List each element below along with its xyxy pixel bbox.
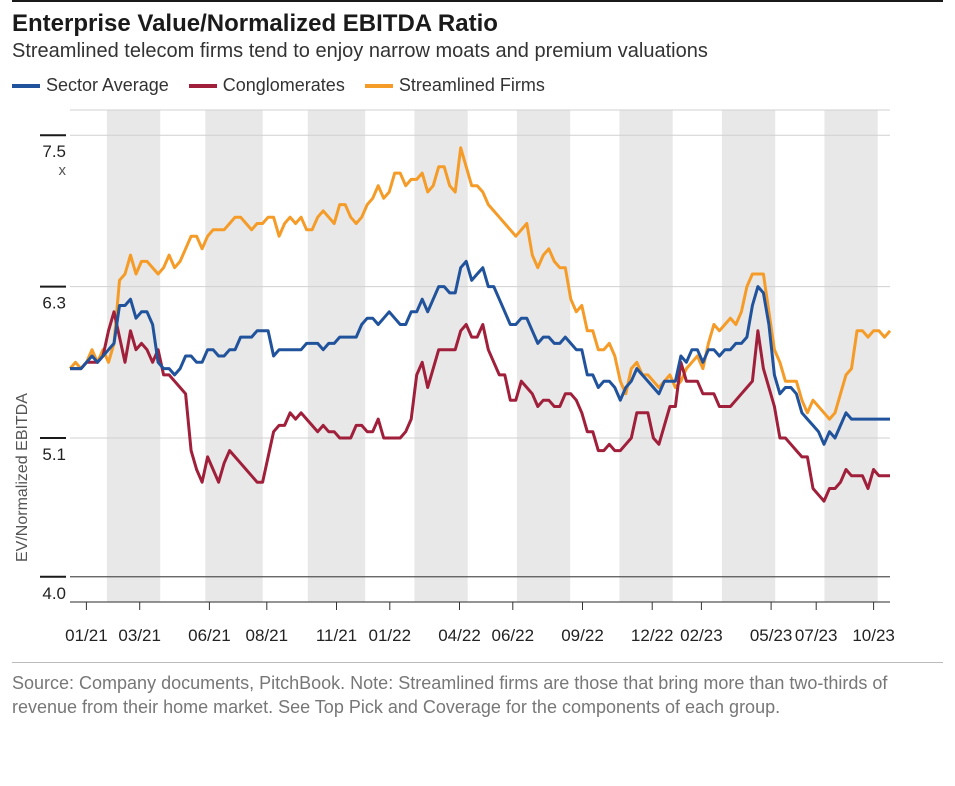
legend-item-sector-average: Sector Average xyxy=(12,75,169,96)
x-tick-label: 01/22 xyxy=(369,626,412,646)
svg-text:6.3: 6.3 xyxy=(42,294,66,313)
legend-label: Streamlined Firms xyxy=(399,75,545,96)
y-axis-label: EV/Normalized EBITDA xyxy=(14,393,32,562)
svg-text:4.0: 4.0 xyxy=(42,584,66,603)
legend-swatch xyxy=(189,84,217,88)
x-tick-label: 07/23 xyxy=(795,626,838,646)
x-tick-label: 12/22 xyxy=(631,626,674,646)
legend-swatch xyxy=(365,84,393,88)
top-rule xyxy=(12,0,943,2)
chart-subtitle: Streamlined telecom firms tend to enjoy … xyxy=(12,40,943,63)
x-tick-label: 08/21 xyxy=(246,626,289,646)
legend-swatch xyxy=(12,84,40,88)
footer-rule xyxy=(12,662,943,663)
x-tick-label: 10/23 xyxy=(852,626,895,646)
legend-item-conglomerates: Conglomerates xyxy=(189,75,345,96)
x-tick-label: 05/23 xyxy=(750,626,793,646)
x-tick-label: 09/22 xyxy=(561,626,604,646)
legend-item-streamlined: Streamlined Firms xyxy=(365,75,545,96)
x-axis-ticks: 01/21 03/21 06/21 08/21 11/21 01/22 04/22 06/22… xyxy=(12,626,892,648)
svg-text:x: x xyxy=(59,162,67,179)
x-tick-label: 02/23 xyxy=(680,626,723,646)
svg-text:7.5: 7.5 xyxy=(42,142,66,161)
chart-container: Enterprise Value/Normalized EBITDA Ratio… xyxy=(0,0,955,734)
chart-title: Enterprise Value/Normalized EBITDA Ratio xyxy=(12,10,943,38)
x-tick-label: 03/21 xyxy=(118,626,161,646)
svg-text:5.1: 5.1 xyxy=(42,445,66,464)
legend-label: Sector Average xyxy=(46,75,169,96)
chart-plot-area: EV/Normalized EBITDA 4.0 5.1 6.3 7.5x 01/21… xyxy=(12,102,943,648)
legend: Sector Average Conglomerates Streamlined… xyxy=(12,75,943,96)
x-tick-label: 11/21 xyxy=(316,626,357,646)
x-tick-label: 06/21 xyxy=(188,626,231,646)
x-tick-label: 04/22 xyxy=(438,626,481,646)
x-tick-label: 06/22 xyxy=(492,626,535,646)
legend-label: Conglomerates xyxy=(223,75,345,96)
line-chart-svg: 4.0 5.1 6.3 7.5x xyxy=(12,102,892,622)
x-tick-label: 01/21 xyxy=(65,626,108,646)
footer-note: Source: Company documents, PitchBook. No… xyxy=(12,671,943,734)
